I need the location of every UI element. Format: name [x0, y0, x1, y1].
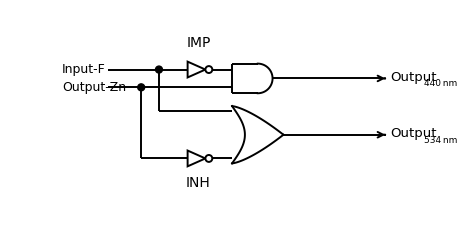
Text: Output-Zn: Output-Zn — [62, 81, 126, 94]
Text: Input-F: Input-F — [62, 63, 106, 76]
Text: INH: INH — [186, 176, 211, 190]
Circle shape — [205, 66, 212, 73]
Text: 534 nm: 534 nm — [424, 136, 457, 145]
Circle shape — [138, 84, 145, 91]
Text: Output: Output — [390, 71, 437, 84]
Text: Output: Output — [390, 127, 437, 140]
Text: IMP: IMP — [186, 36, 210, 50]
Text: 440 nm: 440 nm — [424, 79, 457, 89]
Circle shape — [205, 155, 212, 162]
Circle shape — [155, 66, 163, 73]
